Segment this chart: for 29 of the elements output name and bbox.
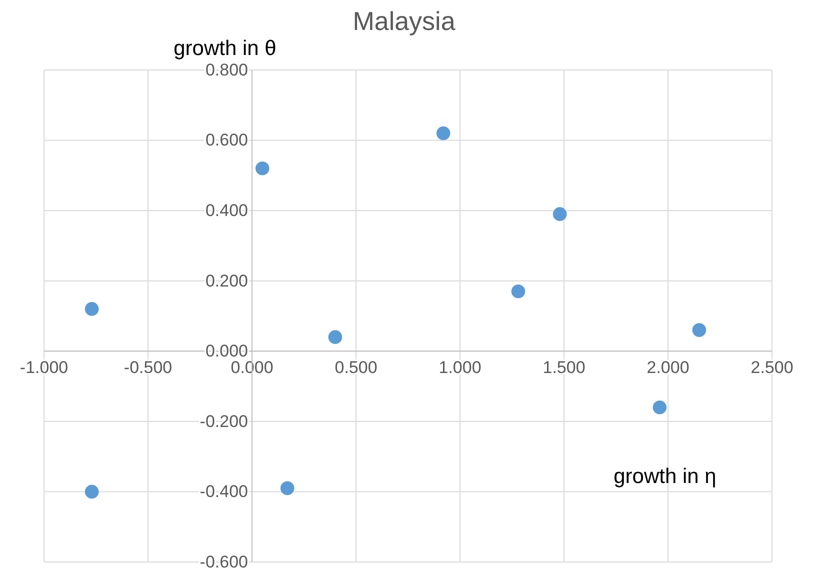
x-tick-label: 2.000: [646, 358, 690, 378]
point: [511, 284, 526, 298]
y-tick-label: 0.000: [205, 342, 248, 361]
y-tick-label: 0.200: [205, 271, 248, 290]
x-tick-label: -1.000: [20, 358, 68, 378]
chart-title: Malaysia: [352, 6, 456, 36]
point: [328, 330, 342, 344]
x-tick-label: 0.500: [334, 358, 378, 378]
x-tick-label: 1.500: [542, 358, 586, 378]
point: [255, 162, 270, 176]
x-tick-label: 0.000: [230, 358, 274, 378]
point: [84, 302, 99, 316]
point: [436, 126, 450, 140]
point: [652, 400, 667, 414]
y-tick-label: -0.400: [200, 482, 248, 502]
y-tick-label: -0.600: [200, 552, 248, 572]
x-tick-label: 2.500: [750, 358, 794, 378]
y-tick-label: 0.600: [205, 130, 248, 150]
y-tick-label: 0.400: [205, 201, 248, 220]
point: [552, 207, 567, 221]
y-tick-label: -0.200: [200, 412, 248, 431]
y-axis-title: growth in θ: [174, 37, 276, 60]
x-tick-label: -0.500: [124, 358, 172, 378]
y-tick-label: 0.800: [205, 60, 248, 80]
x-tick-label: 1.000: [438, 358, 482, 378]
x-axis-title: growth in η: [614, 465, 716, 488]
point: [280, 481, 294, 496]
point: [692, 323, 706, 337]
point: [84, 484, 99, 499]
